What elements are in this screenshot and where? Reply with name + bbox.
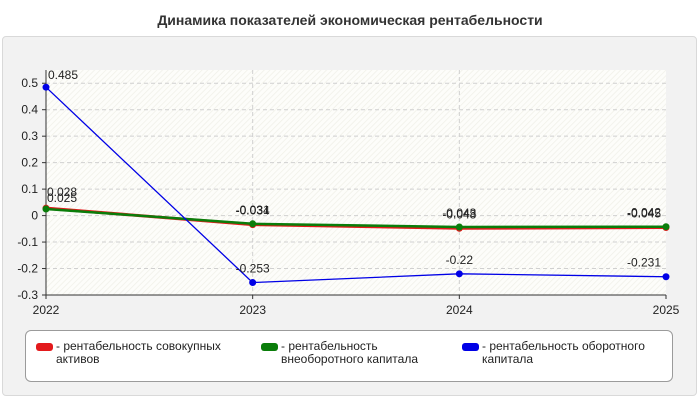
data-point — [249, 279, 257, 287]
x-tick-label: 2024 — [446, 303, 473, 317]
data-label: -0.042 — [627, 206, 661, 220]
y-tick-label: -0.1 — [17, 235, 38, 249]
series-line-1 — [45, 207, 667, 229]
legend-item-working-capital[interactable]: - рентабельность оборотного капитала — [462, 340, 667, 366]
data-point — [662, 273, 670, 281]
series-layer — [42, 83, 670, 287]
y-tick-label: 0.4 — [21, 103, 38, 117]
data-point — [249, 220, 257, 228]
legend-label: - рентабельность оборотного капитала — [482, 339, 645, 366]
data-point — [455, 223, 463, 231]
data-point — [42, 205, 50, 213]
y-tick-label: 0 — [31, 209, 38, 223]
x-tick-label: 2023 — [239, 303, 266, 317]
label-layer: 0.028 -0.034 -0.048 -0.045 0.025 -0.031 -0.043… — [47, 68, 661, 275]
data-label: -0.22 — [446, 253, 474, 267]
plot-area — [46, 70, 666, 295]
x-tick-label: 2025 — [653, 303, 680, 317]
data-point — [662, 223, 670, 231]
y-tick-label: 0.1 — [21, 182, 38, 196]
data-label: 0.025 — [47, 191, 77, 205]
legend-label: - рентабельность внеоборотного капитала — [281, 339, 418, 366]
legend-swatch-blue — [462, 343, 479, 351]
data-label: -0.253 — [236, 262, 270, 276]
legend: - рентабельность совокупных активов - ре… — [25, 330, 673, 382]
data-label: -0.043 — [442, 206, 476, 220]
data-label: -0.031 — [236, 203, 270, 217]
data-label: -0.045 — [627, 207, 661, 221]
y-tick-label: 0.2 — [21, 156, 38, 170]
data-label: 0.485 — [48, 68, 78, 82]
y-tick-label: 0.5 — [21, 76, 38, 90]
data-label: -0.034 — [236, 204, 270, 218]
data-label: -0.048 — [442, 207, 476, 221]
y-tick-label: -0.3 — [17, 288, 38, 302]
legend-swatch-green — [261, 343, 278, 351]
chart-title: Динамика показателей экономическая рента… — [157, 12, 543, 28]
legend-item-total-assets[interactable]: - рентабельность совокупных активов — [36, 340, 241, 366]
data-label: -0.231 — [627, 256, 661, 270]
x-tick-label: 2022 — [33, 303, 60, 317]
y-tick-label: -0.2 — [17, 262, 38, 276]
legend-swatch-red — [36, 343, 53, 351]
legend-item-noncurrent-capital[interactable]: - рентабельность внеоборотного капитала — [261, 340, 446, 366]
series-line-2 — [45, 86, 667, 284]
legend-label: - рентабельность совокупных активов — [56, 339, 221, 366]
data-point — [455, 270, 463, 278]
y-tick-label: 0.3 — [21, 129, 38, 143]
data-label: 0.028 — [47, 185, 77, 199]
data-point — [42, 83, 50, 91]
